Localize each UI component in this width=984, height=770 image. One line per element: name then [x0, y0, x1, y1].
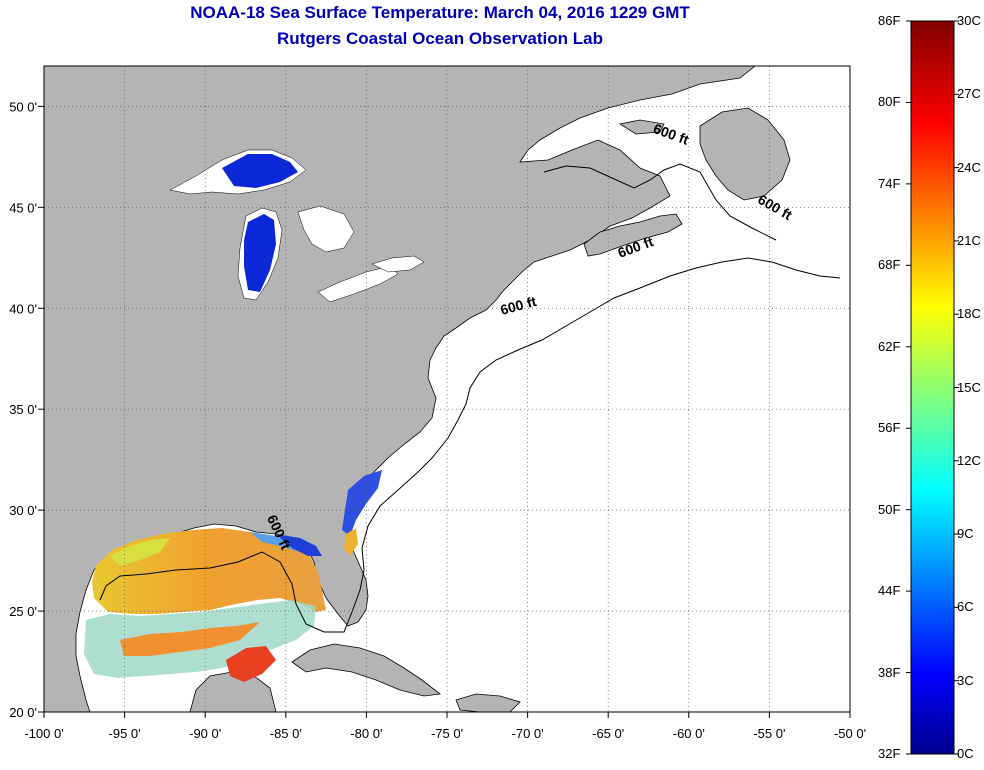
colorbar-c-label: 15C [957, 379, 981, 395]
colorbar-f-label: 50F [878, 501, 901, 517]
colorbar-c-label: 9C [957, 526, 974, 542]
sst-gulf-north-blue [276, 534, 322, 556]
lat-tick-label: 30 0' [9, 503, 37, 518]
lat-tick-label: 50 0' [9, 99, 37, 114]
map-subtitle: Rutgers Coastal Ocean Observation Lab [277, 29, 603, 48]
sst-lake-superior [222, 154, 298, 188]
sst-gulf-north-cool [250, 532, 310, 556]
contour-600ft-gulf-stlawrence [543, 163, 777, 241]
colorbar-f-label: 62F [878, 338, 901, 354]
sst-gulf-south-orange [120, 622, 260, 656]
sst-atlantic-coast-warm [344, 528, 358, 556]
sst-gulf-west-yellow [110, 538, 170, 566]
colorbar-c-label: 27C [957, 86, 981, 102]
lon-tick-label: -60 0' [673, 726, 705, 741]
axis-labels: -100 0' -95 0' -90 0' -85 0' -80 0' -75 0' -70… [9, 99, 866, 741]
lon-tick-label: -75 0' [431, 726, 463, 741]
lon-tick-label: -50 0' [834, 726, 866, 741]
colorbar [910, 20, 955, 755]
lat-tick-label: 40 0' [9, 301, 37, 316]
lon-tick-label: -80 0' [350, 726, 382, 741]
lon-tick-label: -95 0' [109, 726, 141, 741]
land-nova-scotia [583, 213, 683, 257]
colorbar-f-label: 74F [878, 175, 901, 191]
lon-tick-label: -100 0' [24, 726, 63, 741]
colorbar-c-label: 30C [957, 13, 981, 28]
colorbar-c-label: 18C [957, 306, 981, 322]
sst-atlantic-coast [342, 470, 382, 536]
lon-tick-label: -65 0' [592, 726, 624, 741]
colorbar-c-label: 6C [957, 599, 974, 615]
colorbar-f-label: 56F [878, 420, 901, 436]
land-newfoundland [699, 107, 791, 201]
land-cuba [291, 643, 442, 697]
lake-huron [297, 205, 355, 253]
colorbar-c-label: 21C [957, 232, 981, 248]
colorbar-f-label: 86F [878, 13, 901, 28]
lake-ontario [371, 255, 425, 273]
colorbar-f-label: 32F [878, 746, 901, 761]
colorbar-f-label: 68F [878, 257, 901, 273]
colorbar-f-label: 80F [878, 94, 901, 110]
lon-tick-label: -85 0' [270, 726, 302, 741]
map-title: NOAA-18 Sea Surface Temperature: March 0… [190, 3, 690, 22]
colorbar-c-label: 24C [957, 159, 981, 175]
lat-tick-label: 45 0' [9, 200, 37, 215]
colorbar-c-label: 0C [957, 746, 974, 761]
colorbar-c-label: 12C [957, 452, 981, 468]
colorbar-c-label: 3C [957, 672, 974, 688]
land-anticosti [618, 119, 665, 135]
lon-tick-label: -55 0' [753, 726, 785, 741]
lat-tick-label: 35 0' [9, 402, 37, 417]
sst-gulf-red-patch [226, 646, 276, 682]
colorbar-f-label: 44F [878, 583, 901, 599]
colorbar-f-label: 38F [878, 664, 901, 680]
lat-tick-label: 25 0' [9, 604, 37, 619]
colorbar-ticks [906, 20, 959, 755]
contour-600ft [99, 257, 841, 633]
sst-lake-michigan [244, 214, 276, 292]
lake-erie [317, 265, 399, 303]
lon-tick-label: -70 0' [512, 726, 544, 741]
lon-tick-label: -90 0' [189, 726, 221, 741]
lat-tick-label: 20 0' [9, 705, 37, 720]
land-hispaniola [455, 693, 521, 712]
